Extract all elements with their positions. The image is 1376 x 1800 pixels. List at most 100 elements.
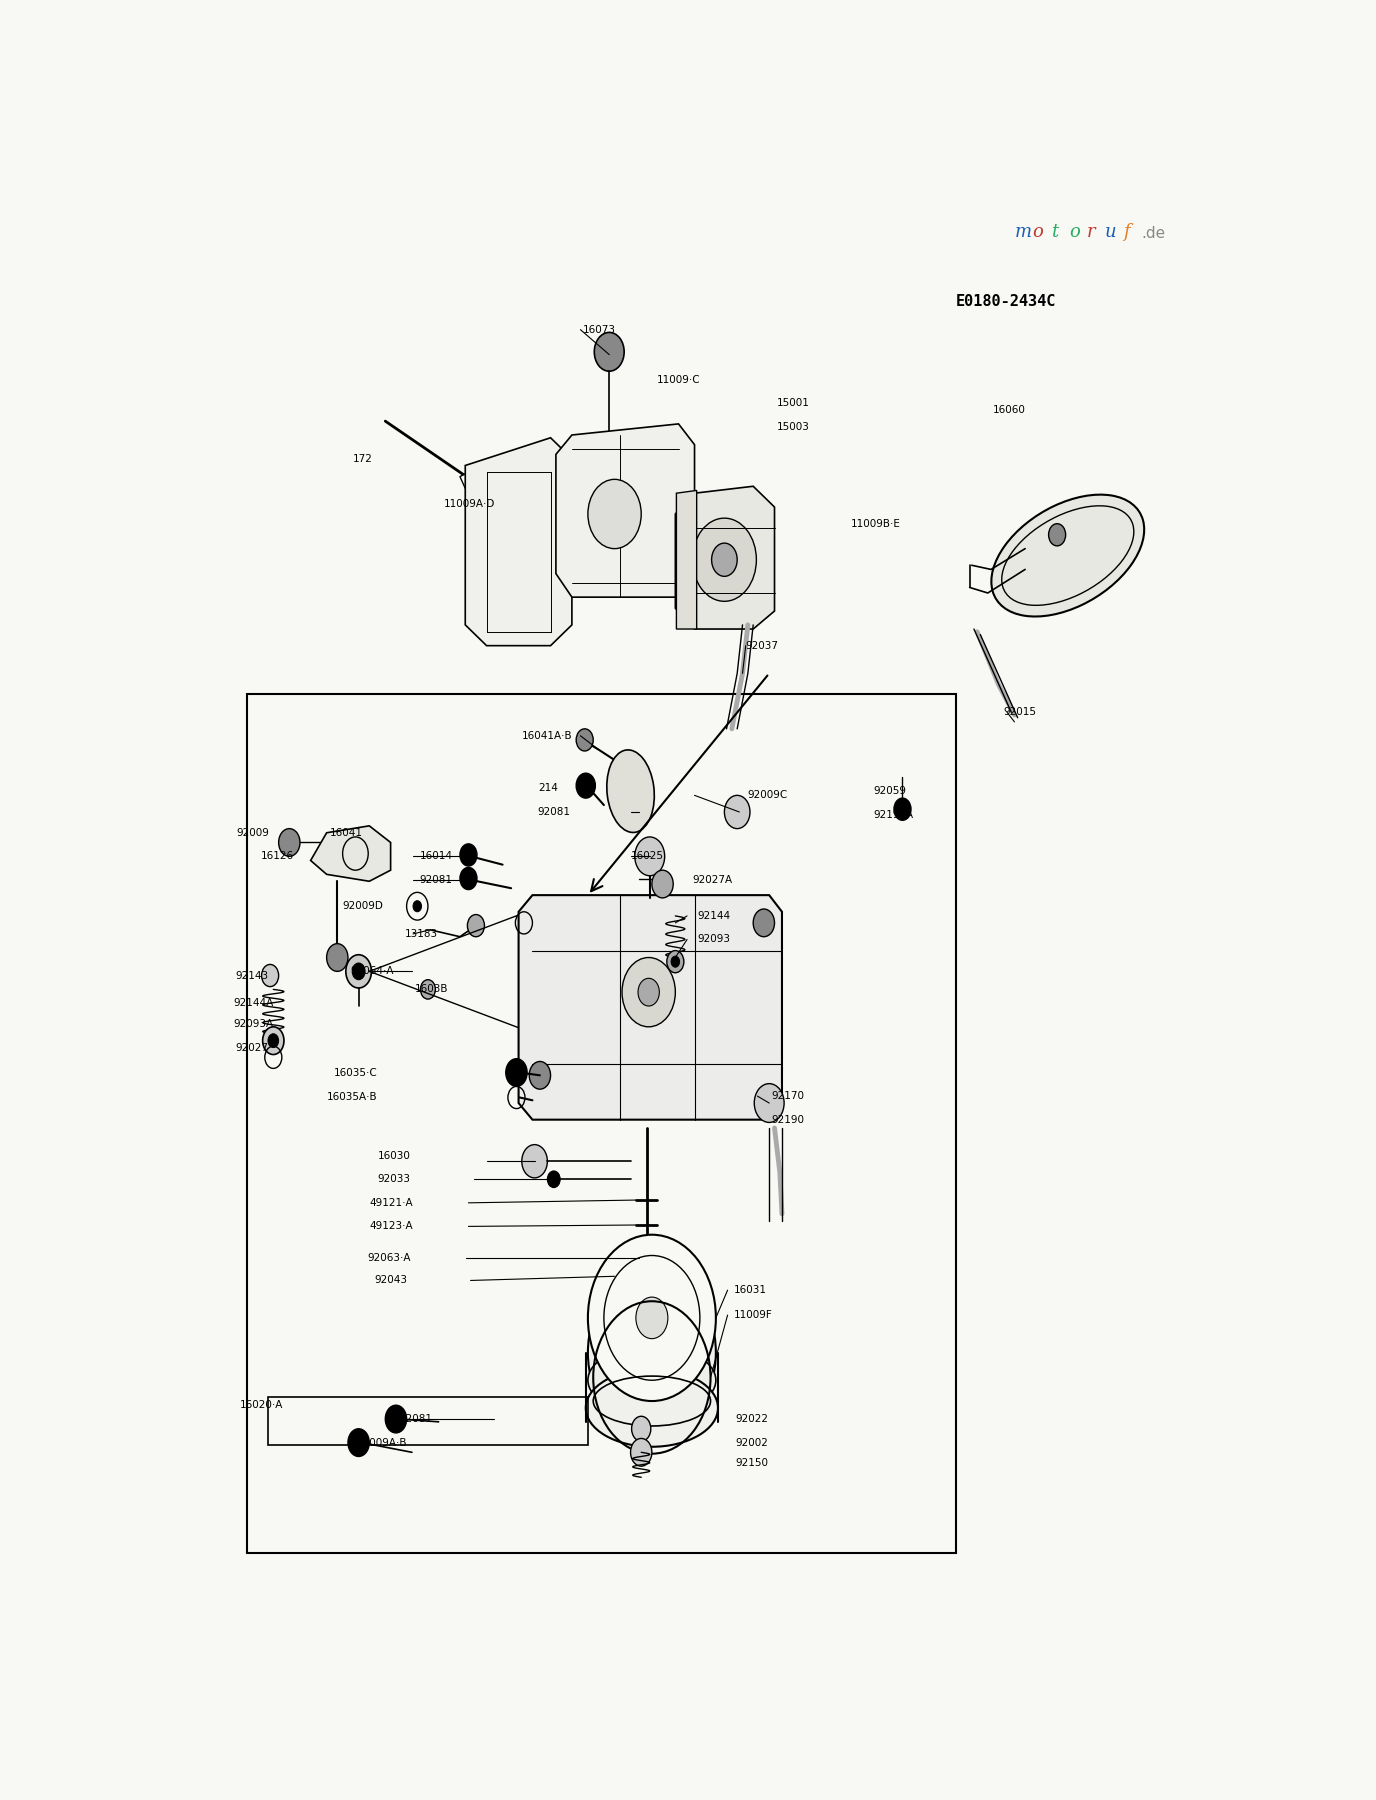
Text: 49123·A: 49123·A <box>369 1222 413 1231</box>
Circle shape <box>548 1172 560 1188</box>
Text: 1603B: 1603B <box>416 985 449 994</box>
Text: u: u <box>1105 223 1117 241</box>
Text: 92037: 92037 <box>746 641 779 650</box>
Polygon shape <box>311 826 391 882</box>
Text: 92009A·B: 92009A·B <box>356 1438 407 1447</box>
Circle shape <box>724 796 750 828</box>
Text: 92033: 92033 <box>378 1174 411 1184</box>
Text: 92150: 92150 <box>735 1458 768 1469</box>
Text: 11009B·E: 11009B·E <box>852 518 901 529</box>
Text: 16035A·B: 16035A·B <box>326 1093 377 1102</box>
Circle shape <box>588 1269 716 1436</box>
Circle shape <box>754 1084 784 1123</box>
Text: 16014: 16014 <box>420 851 453 862</box>
Text: 92190A: 92190A <box>874 810 914 819</box>
Text: 92027: 92027 <box>235 1042 268 1053</box>
Circle shape <box>638 1244 660 1273</box>
Text: 92015: 92015 <box>1004 707 1036 716</box>
Text: 49121·A: 49121·A <box>369 1197 413 1208</box>
Text: 13183: 13183 <box>405 929 438 940</box>
Ellipse shape <box>588 1346 716 1415</box>
Circle shape <box>1049 524 1065 545</box>
Text: 92009: 92009 <box>237 828 268 837</box>
Text: 16025: 16025 <box>630 851 663 862</box>
Text: f: f <box>1123 223 1130 241</box>
Circle shape <box>421 979 435 999</box>
Circle shape <box>652 869 673 898</box>
Circle shape <box>636 1298 667 1339</box>
Text: 16020·A: 16020·A <box>241 1400 283 1409</box>
Circle shape <box>268 1033 278 1048</box>
Circle shape <box>261 965 278 986</box>
Text: 92059: 92059 <box>874 787 907 796</box>
Text: 16031: 16031 <box>733 1285 766 1296</box>
Text: m: m <box>1014 223 1032 241</box>
Polygon shape <box>677 490 696 628</box>
Polygon shape <box>460 459 508 500</box>
Circle shape <box>638 979 659 1006</box>
Circle shape <box>577 774 596 797</box>
Circle shape <box>671 956 680 967</box>
Circle shape <box>352 963 365 979</box>
Circle shape <box>894 797 911 821</box>
Circle shape <box>588 1235 716 1400</box>
Circle shape <box>345 954 372 988</box>
Text: 92093: 92093 <box>698 934 731 945</box>
Text: 16073: 16073 <box>582 324 615 335</box>
Text: .de: .de <box>1141 227 1165 241</box>
Text: 16035·C: 16035·C <box>334 1067 378 1078</box>
Bar <box>268 1397 588 1445</box>
Circle shape <box>522 1145 548 1177</box>
Circle shape <box>468 914 484 936</box>
Text: 16060: 16060 <box>993 405 1026 416</box>
Polygon shape <box>465 437 572 646</box>
Polygon shape <box>519 895 782 1120</box>
Circle shape <box>692 518 757 601</box>
Text: 92081: 92081 <box>399 1415 432 1424</box>
Text: 92143: 92143 <box>235 970 268 981</box>
Text: 92022: 92022 <box>735 1415 768 1424</box>
Circle shape <box>588 479 641 549</box>
Polygon shape <box>615 1256 660 1291</box>
Text: 11009F: 11009F <box>733 1310 773 1319</box>
Text: 16126: 16126 <box>260 851 293 862</box>
Text: 16030: 16030 <box>378 1150 410 1161</box>
Circle shape <box>667 950 684 972</box>
Text: 172: 172 <box>354 454 373 464</box>
Text: 92064·A: 92064·A <box>350 967 394 976</box>
Circle shape <box>753 909 775 936</box>
Text: 92063·A: 92063·A <box>367 1253 410 1264</box>
Text: 15001: 15001 <box>776 398 809 409</box>
Text: 92009C: 92009C <box>749 790 788 801</box>
Circle shape <box>460 844 477 866</box>
Polygon shape <box>676 486 775 628</box>
Circle shape <box>348 1429 369 1456</box>
Circle shape <box>326 943 348 972</box>
Text: 92170: 92170 <box>772 1091 805 1102</box>
Text: 11009·C: 11009·C <box>658 374 700 385</box>
Text: 16041A·B: 16041A·B <box>522 731 572 742</box>
Text: 214: 214 <box>538 783 557 794</box>
Text: E0180-2434C: E0180-2434C <box>956 295 1057 310</box>
Circle shape <box>385 1406 407 1433</box>
Circle shape <box>634 837 665 877</box>
Circle shape <box>460 868 477 889</box>
Text: 92190: 92190 <box>772 1114 805 1125</box>
Text: 92002: 92002 <box>735 1438 768 1447</box>
Text: r: r <box>1087 223 1095 241</box>
Polygon shape <box>556 425 695 598</box>
Text: 92144A: 92144A <box>234 999 274 1008</box>
Circle shape <box>413 900 421 913</box>
Circle shape <box>577 729 593 751</box>
Circle shape <box>530 1062 550 1089</box>
Circle shape <box>632 1417 651 1442</box>
Text: o: o <box>1069 223 1080 241</box>
Circle shape <box>279 828 300 857</box>
Circle shape <box>711 544 738 576</box>
Circle shape <box>630 1438 652 1467</box>
Bar <box>246 695 956 1553</box>
Text: o: o <box>1032 223 1043 241</box>
Text: 16041: 16041 <box>330 828 363 837</box>
Text: 92027A: 92027A <box>692 875 732 886</box>
Ellipse shape <box>991 495 1145 617</box>
